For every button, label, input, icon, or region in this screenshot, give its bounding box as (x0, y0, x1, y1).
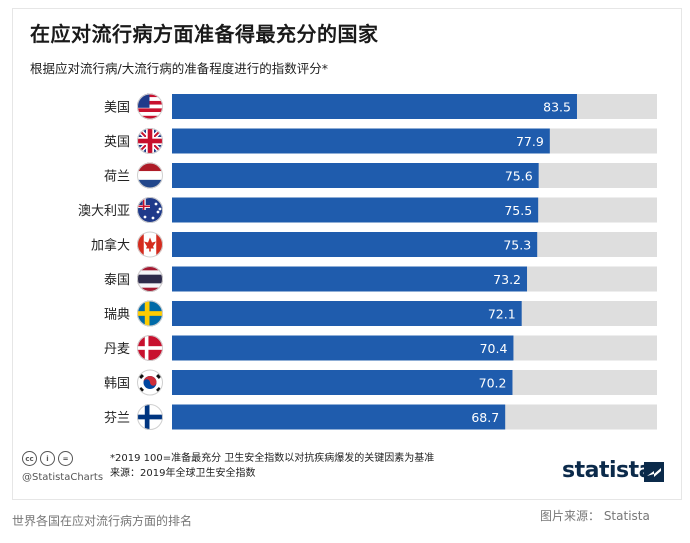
au-flag-icon (137, 197, 163, 223)
data-label: 70.2 (479, 376, 507, 391)
category-label: 丹麦 (104, 342, 130, 357)
license-icons: cc i = (22, 451, 73, 466)
chart-title: 在应对流行病方面准备得最充分的国家 (30, 22, 379, 46)
bar-row: 芬兰 68.7 (104, 404, 657, 430)
footnote: *2019 100=准备最充分 卫生安全指数以对抗疾病爆发的关键因素为基准 来源… (110, 451, 434, 481)
category-label: 加拿大 (91, 238, 130, 254)
category-label: 美国 (104, 101, 130, 116)
data-label: 77.9 (516, 134, 544, 149)
category-label: 韩国 (104, 377, 130, 392)
bar (172, 301, 522, 326)
nl-flag-icon (137, 162, 163, 189)
th-flag-icon (137, 266, 163, 292)
bar-row: 加拿大 75.3 (91, 231, 657, 258)
footnote-line-1: *2019 100=准备最充分 卫生安全指数以对抗疾病爆发的关键因素为基准 (110, 453, 435, 464)
data-label: 73.2 (493, 272, 521, 287)
data-label: 75.6 (505, 169, 533, 184)
fi-flag-icon (137, 404, 163, 430)
image-credit: 图片来源： Statista (540, 509, 650, 523)
kr-flag-icon (137, 369, 163, 396)
bar (172, 94, 577, 119)
statista-logo: statista (562, 458, 653, 483)
data-label: 72.1 (488, 307, 516, 322)
image-caption: 世界各国在应对流行病方面的排名 (12, 514, 193, 528)
data-label: 75.3 (503, 238, 531, 253)
bar-row: 泰国 73.2 (104, 266, 657, 292)
us-flag-icon (137, 93, 163, 120)
data-label: 83.5 (543, 100, 571, 115)
bar-row: 荷兰 75.6 (104, 162, 657, 189)
category-label: 荷兰 (104, 170, 130, 185)
bar (172, 128, 550, 154)
dk-flag-icon (137, 335, 163, 361)
bar (172, 335, 514, 361)
bar (172, 232, 538, 257)
uk-flag-icon (137, 128, 163, 154)
bar (172, 404, 506, 430)
data-label: 68.7 (471, 410, 499, 425)
bar-row: 澳大利亚 75.5 (78, 197, 657, 223)
bar-row: 丹麦 70.4 (104, 335, 657, 361)
attribution-icon: i (40, 451, 55, 466)
category-label: 泰国 (104, 273, 130, 288)
data-label: 70.4 (480, 341, 508, 356)
social-handle: @StatistaCharts (22, 472, 104, 483)
bar-row: 瑞典 72.1 (104, 300, 657, 327)
category-label: 英国 (104, 135, 130, 150)
se-flag-icon (137, 300, 163, 327)
bar (172, 370, 513, 395)
bar-row: 美国 83.5 (104, 93, 657, 120)
footnote-line-2: 来源：2019年全球卫生安全指数 (110, 468, 256, 479)
statista-logo-icon (644, 462, 664, 482)
bar-row: 韩国 70.2 (104, 369, 657, 396)
cc-icon: cc (22, 451, 37, 466)
category-label: 澳大利亚 (78, 203, 130, 219)
category-label: 芬兰 (104, 411, 130, 426)
data-label: 75.5 (504, 203, 532, 218)
ca-flag-icon (137, 231, 163, 258)
bar (172, 266, 528, 292)
category-label: 瑞典 (104, 308, 130, 323)
bar (172, 197, 539, 223)
chart-subtitle: 根据应对流行病/大流行病的准备程度进行的指数评分* (30, 61, 328, 76)
no-derivatives-icon: = (58, 451, 73, 466)
bar-row: 英国 77.9 (104, 128, 657, 154)
bar (172, 163, 539, 188)
